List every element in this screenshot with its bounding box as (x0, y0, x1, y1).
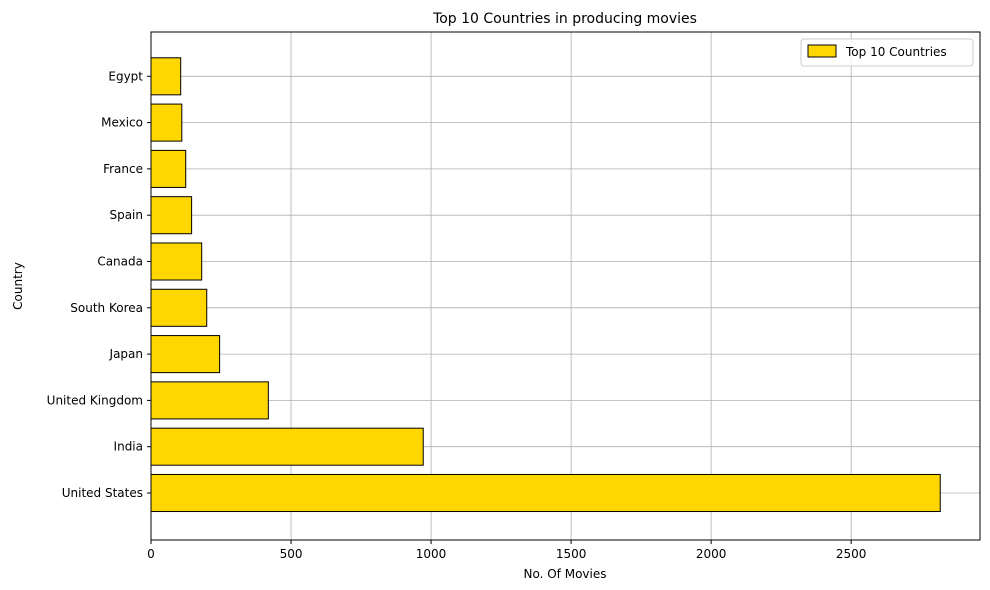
y-tick-label: United States (62, 486, 143, 500)
bar (150, 335, 221, 374)
bar (150, 196, 193, 235)
legend-swatch (807, 44, 837, 58)
legend-box (800, 38, 974, 67)
plot-frame (150, 31, 981, 541)
y-tick-label: United Kingdom (47, 393, 143, 407)
bars (150, 57, 941, 513)
x-axis-ticks: 0 500 1000 1500 2000 2500 (147, 540, 866, 561)
legend: Top 10 Countries (800, 38, 974, 67)
bar (150, 427, 424, 466)
y-tick-label: Canada (97, 255, 143, 269)
bar (150, 242, 203, 281)
legend-label: Top 10 Countries (845, 45, 947, 59)
chart-title: Top 10 Countries in producing movies (432, 11, 697, 27)
x-tick-label: 1500 (556, 547, 587, 561)
bar (150, 57, 182, 96)
x-tick-label: 2000 (696, 547, 727, 561)
y-tick-label: Spain (109, 208, 143, 222)
x-tick-label: 2500 (836, 547, 867, 561)
grid (150, 32, 980, 540)
x-axis-title: No. Of Movies (524, 567, 607, 581)
x-tick-label: 500 (280, 547, 303, 561)
y-tick-label: Mexico (101, 116, 143, 130)
bar (150, 381, 269, 420)
y-tick-label: South Korea (70, 301, 143, 315)
y-axis-title: Country (11, 262, 25, 310)
y-axis-ticks: United States India United Kingdom Japan Sou… (47, 69, 151, 500)
y-tick-label: India (114, 440, 143, 454)
bar (150, 149, 187, 188)
bar (150, 103, 183, 142)
y-tick-label: France (103, 162, 143, 176)
x-tick-label: 0 (147, 547, 155, 561)
y-tick-label: Japan (109, 347, 143, 361)
y-tick-label: Egypt (108, 69, 143, 83)
bar (150, 288, 208, 327)
x-tick-label: 1000 (416, 547, 447, 561)
bar (150, 473, 941, 513)
